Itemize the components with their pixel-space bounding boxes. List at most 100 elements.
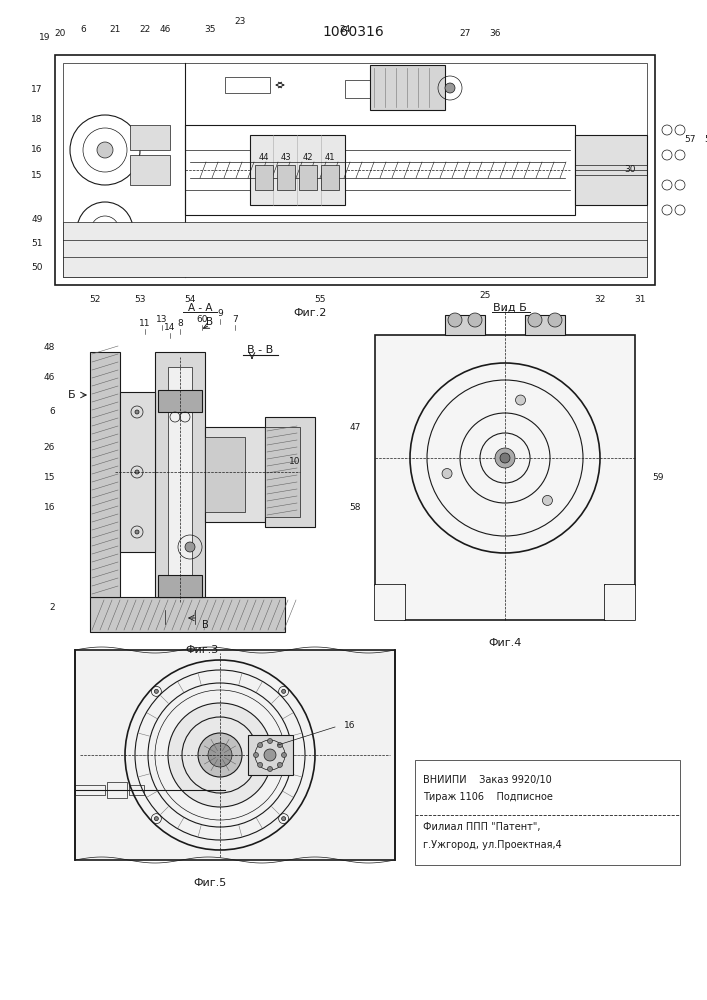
- Circle shape: [97, 142, 113, 158]
- Text: 20: 20: [54, 28, 66, 37]
- Bar: [55, 55, 655, 285]
- Circle shape: [135, 410, 139, 414]
- Bar: [129, 785, 144, 795]
- Text: 44: 44: [259, 153, 269, 162]
- Text: 41: 41: [325, 153, 335, 162]
- Circle shape: [277, 762, 282, 767]
- Bar: [63, 222, 647, 277]
- Text: 8: 8: [177, 320, 183, 328]
- Circle shape: [468, 313, 482, 327]
- Text: Вид Б: Вид Б: [493, 303, 527, 313]
- Text: 23: 23: [234, 16, 246, 25]
- Bar: [575, 135, 647, 205]
- Circle shape: [590, 245, 600, 255]
- Circle shape: [154, 689, 158, 693]
- Text: 25: 25: [479, 290, 491, 300]
- Text: 1060316: 1060316: [322, 25, 384, 39]
- Bar: [628, 240, 640, 260]
- Circle shape: [281, 689, 286, 693]
- Text: 59: 59: [653, 474, 664, 483]
- Text: 19: 19: [40, 32, 51, 41]
- Bar: [299, 165, 317, 190]
- Text: 57: 57: [684, 135, 696, 144]
- Bar: [370, 65, 445, 110]
- Text: Фиг.3: Фиг.3: [185, 645, 218, 655]
- Text: В - В: В - В: [247, 345, 273, 355]
- Circle shape: [528, 313, 542, 327]
- Circle shape: [267, 738, 272, 744]
- Circle shape: [264, 749, 276, 761]
- Circle shape: [495, 448, 515, 468]
- Text: 46: 46: [159, 24, 170, 33]
- Bar: [185, 125, 575, 215]
- Text: Фиг.2: Фиг.2: [293, 308, 327, 318]
- Circle shape: [267, 766, 272, 772]
- Text: 53: 53: [134, 294, 146, 304]
- Circle shape: [208, 743, 232, 767]
- Circle shape: [548, 313, 562, 327]
- Bar: [255, 165, 273, 190]
- Text: 46: 46: [44, 372, 55, 381]
- Bar: [375, 335, 635, 620]
- Text: 60: 60: [197, 316, 208, 324]
- Text: 55: 55: [314, 294, 326, 304]
- Circle shape: [135, 470, 139, 474]
- Bar: [158, 390, 202, 412]
- Text: 16: 16: [344, 720, 356, 730]
- Text: 35: 35: [204, 24, 216, 33]
- Bar: [63, 63, 647, 277]
- Text: 14: 14: [164, 324, 175, 332]
- Bar: [525, 315, 565, 335]
- Circle shape: [281, 752, 286, 758]
- Text: Б: Б: [68, 390, 76, 400]
- Bar: [107, 782, 127, 798]
- Circle shape: [168, 703, 272, 807]
- Text: Филиал ППП "Патент",: Филиал ППП "Патент",: [423, 822, 540, 832]
- Bar: [250, 135, 345, 205]
- Text: Фиг.4: Фиг.4: [489, 638, 522, 648]
- Bar: [248, 735, 293, 775]
- Bar: [375, 585, 405, 620]
- Text: Тираж 1106    Подписное: Тираж 1106 Подписное: [423, 792, 553, 802]
- Bar: [277, 165, 295, 190]
- Text: 18: 18: [31, 115, 42, 124]
- Circle shape: [281, 817, 286, 821]
- Text: 32: 32: [595, 294, 606, 304]
- Bar: [205, 427, 265, 522]
- Circle shape: [442, 469, 452, 479]
- Text: 10: 10: [289, 458, 300, 466]
- Text: 42: 42: [303, 153, 313, 162]
- Circle shape: [154, 817, 158, 821]
- Text: 7: 7: [232, 316, 238, 324]
- Text: 6: 6: [49, 408, 55, 416]
- Bar: [415, 760, 680, 865]
- Text: Фиг.5: Фиг.5: [194, 878, 227, 888]
- Circle shape: [254, 752, 259, 758]
- Bar: [345, 80, 370, 98]
- Bar: [321, 165, 339, 190]
- Bar: [265, 427, 300, 517]
- Text: 36: 36: [489, 28, 501, 37]
- Bar: [158, 575, 202, 597]
- Circle shape: [445, 83, 455, 93]
- Bar: [605, 585, 635, 620]
- Text: 30: 30: [624, 165, 636, 174]
- Circle shape: [100, 225, 110, 235]
- Text: 27: 27: [460, 28, 471, 37]
- Bar: [608, 238, 626, 262]
- Text: 26: 26: [44, 442, 55, 452]
- Text: 52: 52: [89, 294, 100, 304]
- Text: В: В: [201, 620, 209, 630]
- Circle shape: [257, 743, 262, 748]
- Text: 16: 16: [44, 502, 55, 512]
- Text: 15: 15: [44, 473, 55, 482]
- Circle shape: [515, 395, 525, 405]
- Text: ВНИИПИ    Заказ 9920/10: ВНИИПИ Заказ 9920/10: [423, 775, 551, 785]
- Circle shape: [448, 313, 462, 327]
- Text: 6: 6: [80, 24, 86, 33]
- Bar: [155, 352, 205, 597]
- Bar: [75, 785, 105, 795]
- Text: 24: 24: [339, 24, 351, 33]
- Text: 15: 15: [31, 170, 42, 180]
- Bar: [120, 392, 155, 552]
